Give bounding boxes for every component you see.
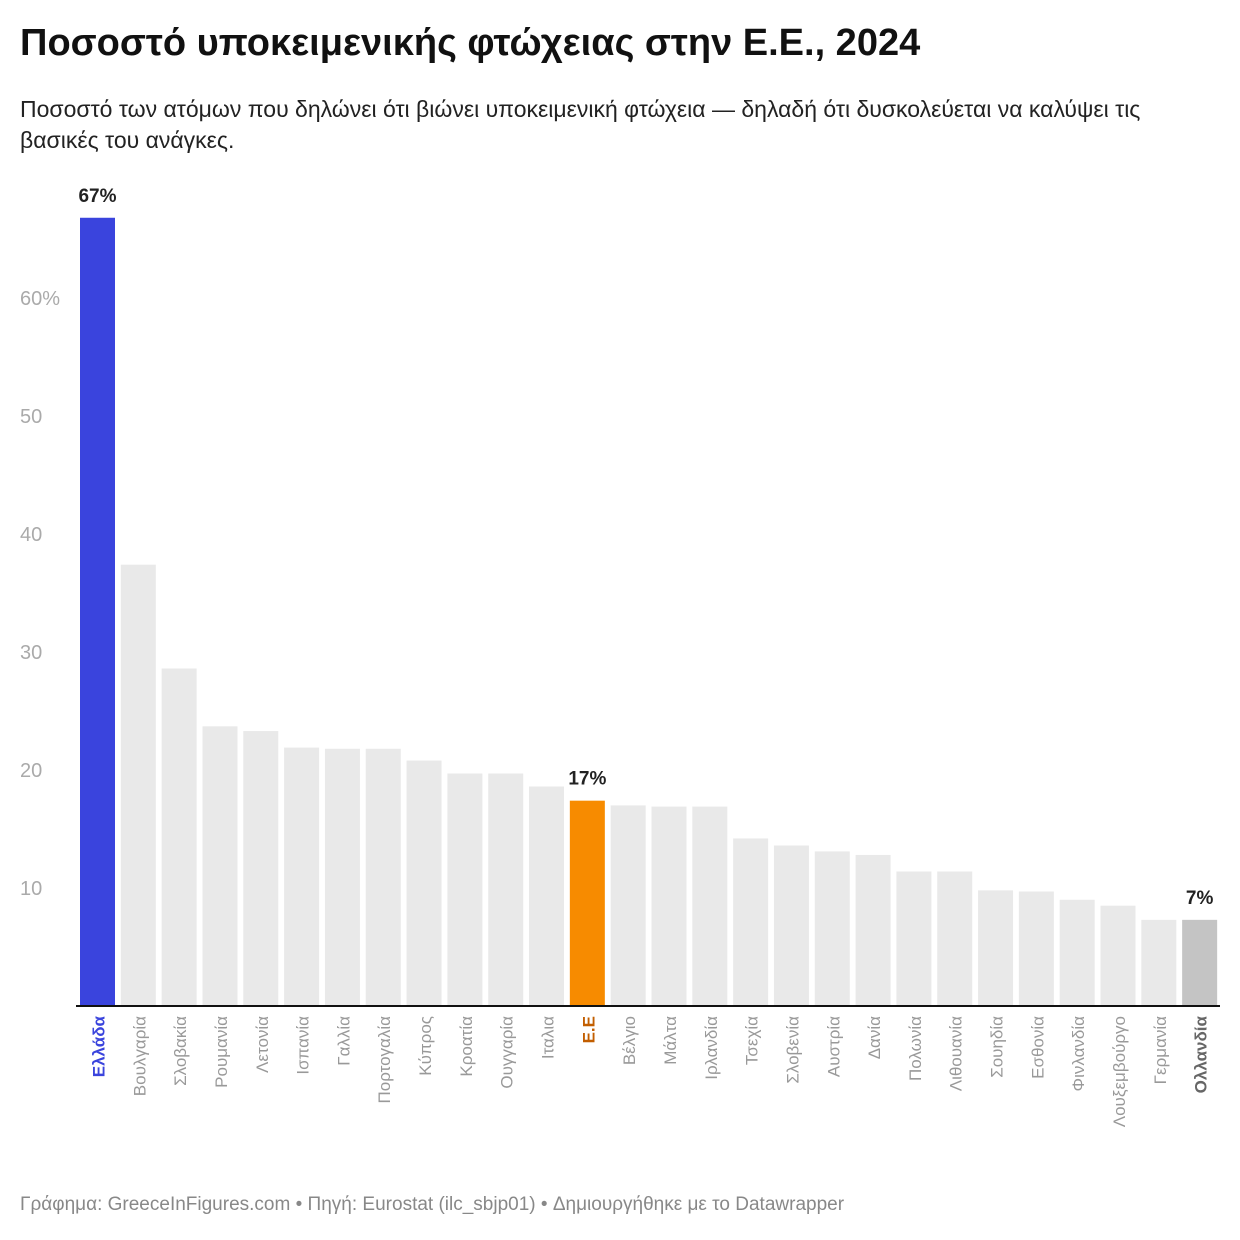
bar <box>243 731 279 1006</box>
data-label: 17% <box>568 769 606 790</box>
bar <box>814 851 850 1006</box>
bar <box>1141 919 1177 1006</box>
bar <box>733 838 769 1006</box>
x-tick-label: Γερμανία <box>1151 1016 1170 1085</box>
x-tick-label: Βουλγαρία <box>130 1016 149 1096</box>
x-tick-label: Ιταλια <box>539 1016 558 1059</box>
y-tick-label: 60% <box>20 288 60 310</box>
bar <box>324 748 360 1006</box>
x-tick-label: Λουξεμβούργο <box>1110 1016 1129 1127</box>
x-tick-label: Μάλτα <box>661 1016 680 1065</box>
bar <box>692 806 728 1006</box>
bar <box>569 800 605 1006</box>
bar <box>447 773 483 1006</box>
bar <box>529 786 565 1006</box>
bar <box>610 805 646 1006</box>
y-tick-label: 50 <box>20 406 42 428</box>
bar <box>488 773 524 1006</box>
y-tick-label: 10 <box>20 878 42 900</box>
x-tick-label: Σλοβενία <box>783 1016 802 1084</box>
x-tick-label: Ρουμανία <box>212 1016 231 1088</box>
x-tick-label: Κύπρος <box>416 1016 435 1076</box>
x-tick-label: Κροατία <box>457 1016 476 1077</box>
x-tick-label: Τσεχία <box>743 1016 762 1065</box>
bar <box>855 854 891 1006</box>
chart-footer: Γράφημα: GreeceInFigures.com • Πηγή: Eur… <box>20 1194 845 1215</box>
x-tick-label: Σλοβακία <box>171 1016 190 1086</box>
y-tick-label: 40 <box>20 524 42 546</box>
bar <box>406 760 442 1006</box>
bar <box>365 748 401 1006</box>
x-tick-label: Λετονία <box>253 1016 272 1073</box>
x-tick-label: Πορτογαλία <box>375 1016 394 1104</box>
y-tick-label: 20 <box>20 760 42 782</box>
chart-title: Ποσοστό υποκειμενικής φτώχειας στην Ε.Ε.… <box>20 22 921 64</box>
bar <box>1018 891 1054 1006</box>
bar <box>284 747 320 1006</box>
bar <box>202 726 238 1006</box>
x-tick-label: Γαλλία <box>334 1016 353 1066</box>
x-tick-label: Ε.Ε <box>579 1016 598 1043</box>
bar <box>896 871 932 1006</box>
x-tick-label: Ελλάδα <box>90 1015 109 1077</box>
bar <box>120 564 156 1006</box>
bar <box>651 806 687 1006</box>
x-tick-label: Φινλανδία <box>1069 1016 1088 1092</box>
x-tick-label: Βέλγιο <box>620 1016 639 1065</box>
bar <box>80 217 115 1006</box>
bar <box>773 845 809 1006</box>
x-tick-label: Αυστρία <box>824 1016 843 1077</box>
bar <box>937 871 973 1006</box>
bar <box>978 890 1014 1006</box>
bar <box>1182 919 1218 1006</box>
bar <box>161 668 197 1006</box>
x-tick-label: Ιρλανδία <box>702 1016 721 1080</box>
bar <box>1100 905 1136 1006</box>
data-label: 67% <box>78 186 116 207</box>
x-tick-label: Λιθουανία <box>947 1016 966 1091</box>
x-tick-label: Εσθονία <box>1028 1016 1047 1079</box>
x-tick-label: Ολλανδία <box>1192 1015 1211 1093</box>
y-tick-label: 30 <box>20 642 42 664</box>
x-tick-label: Δανία <box>865 1016 884 1059</box>
x-tick-label: Σουηδία <box>988 1016 1007 1078</box>
x-tick-label: Πολωνία <box>906 1016 925 1081</box>
bar <box>1059 899 1095 1006</box>
data-label: 7% <box>1186 888 1214 909</box>
x-tick-label: Ισπανία <box>294 1016 313 1075</box>
chart-subtitle: Ποσοστό των ατόμων που δηλώνει ότι βιώνε… <box>20 96 1141 153</box>
x-tick-label: Ουγγαρία <box>498 1016 517 1089</box>
